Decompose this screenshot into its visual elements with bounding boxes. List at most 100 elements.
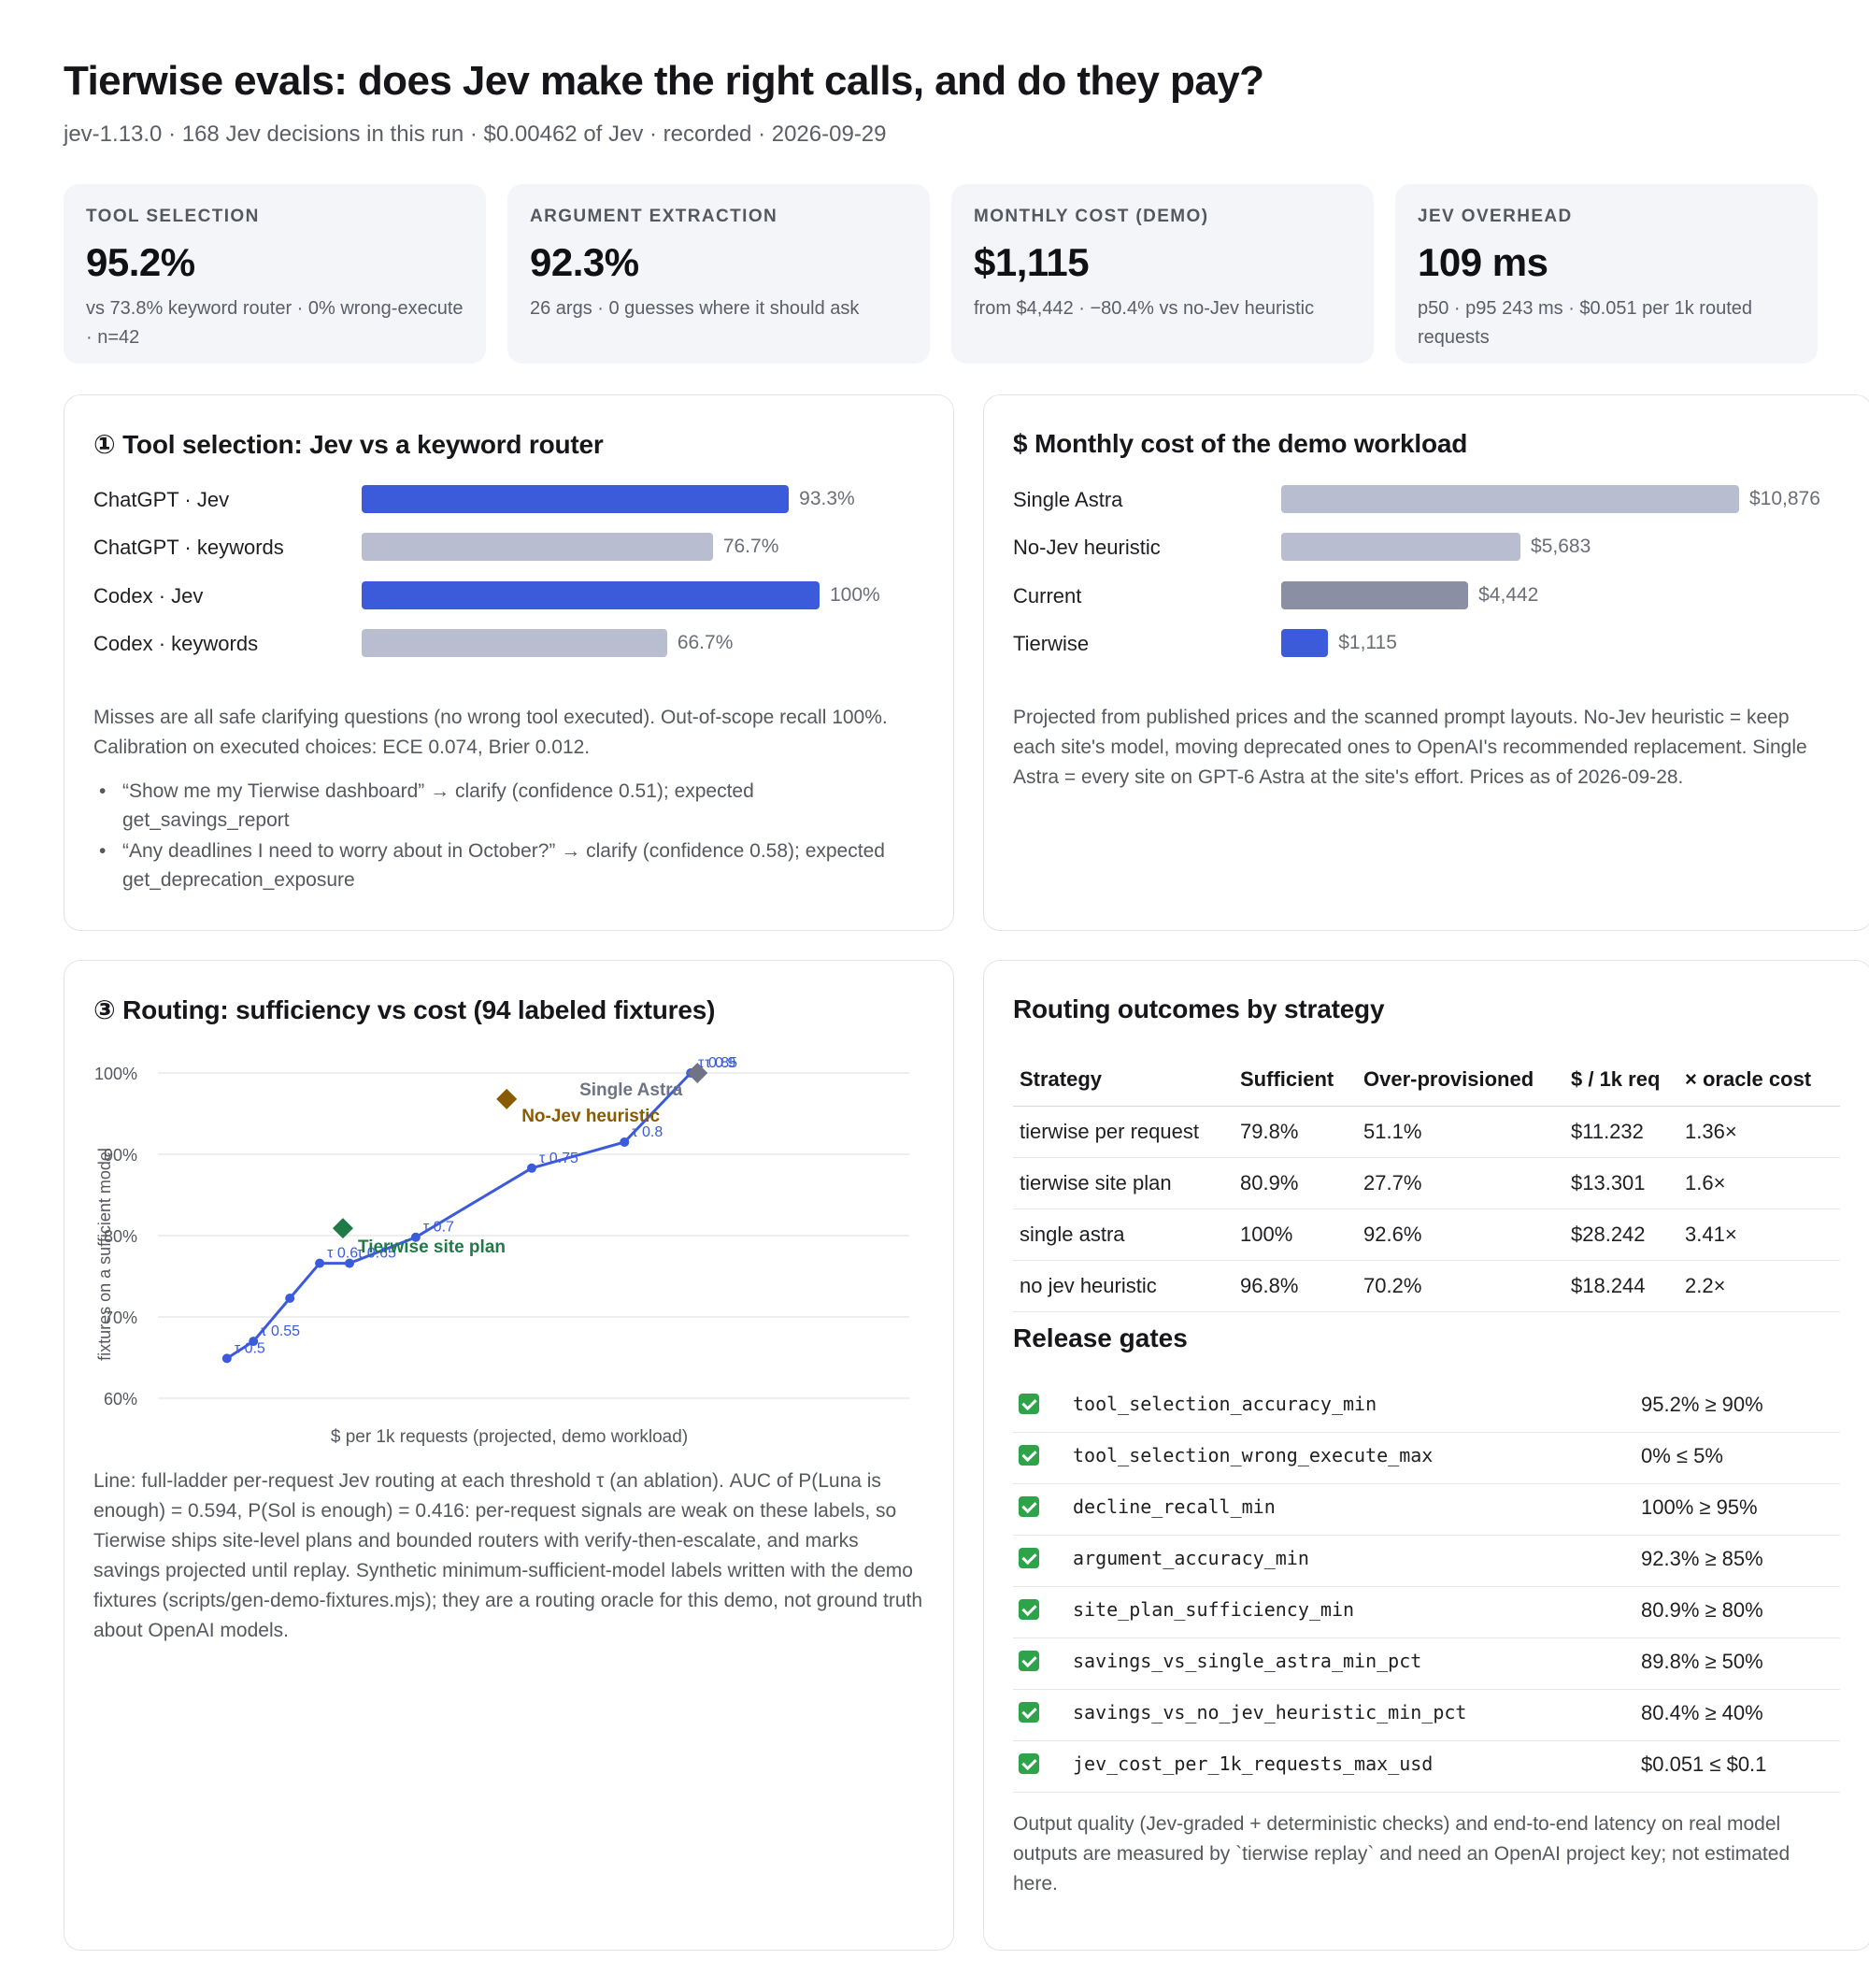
tool-selection-title: ① Tool selection: Jev vs a keyword route… bbox=[93, 430, 604, 459]
check-icon bbox=[1019, 1702, 1039, 1723]
kpi-note: 26 args · 0 guesses where it should ask bbox=[530, 298, 860, 319]
table-cell: 3.41× bbox=[1678, 1209, 1840, 1261]
point-label: τ 0.8 bbox=[632, 1124, 663, 1140]
gate-name: jev_cost_per_1k_requests_max_usd bbox=[1073, 1752, 1434, 1775]
gate-row: savings_vs_single_astra_min_pct 89.8% ≥ … bbox=[1013, 1638, 1840, 1690]
bar-value: 66.7% bbox=[677, 632, 734, 653]
table-cell: 27.7% bbox=[1357, 1157, 1564, 1209]
monthly-cost-title: $ Monthly cost of the demo workload bbox=[1013, 429, 1468, 458]
table-cell: $11.232 bbox=[1564, 1106, 1678, 1158]
gate-value: 95.2% ≥ 90% bbox=[1641, 1393, 1763, 1416]
bar-label: Current bbox=[1013, 584, 1082, 608]
bar-label: Codex · keywords bbox=[93, 632, 259, 655]
kpi-argument-extraction: ARGUMENT EXTRACTION 92.3% 26 args · 0 gu… bbox=[507, 184, 930, 364]
bar-label: Single Astra bbox=[1013, 488, 1123, 511]
tool-selection-note: Misses are all safe clarifying questions… bbox=[93, 707, 888, 758]
check-icon bbox=[1019, 1394, 1039, 1414]
table-row: single astra 100% 92.6% $28.242 3.41× bbox=[1013, 1209, 1840, 1261]
kpi-label: ARGUMENT EXTRACTION bbox=[530, 207, 778, 226]
outcomes-card: Routing outcomes by strategy Strategy Su… bbox=[983, 960, 1869, 1951]
monthly-cost-note: Projected from published prices and the … bbox=[1013, 707, 1807, 788]
bar-value: $10,876 bbox=[1749, 488, 1820, 509]
gate-row: argument_accuracy_min 92.3% ≥ 85% bbox=[1013, 1536, 1840, 1587]
gate-row: site_plan_sufficiency_min 80.9% ≥ 80% bbox=[1013, 1587, 1840, 1638]
kpi-note: from $4,442 · −80.4% vs no-Jev heuristic bbox=[974, 298, 1315, 319]
kpi-label: TOOL SELECTION bbox=[86, 207, 260, 226]
column-header: $ / 1k req bbox=[1564, 1054, 1678, 1107]
table-cell: tierwise site plan bbox=[1013, 1157, 1234, 1209]
data-point bbox=[285, 1293, 295, 1303]
check-icon bbox=[1019, 1753, 1039, 1774]
gate-name: decline_recall_min bbox=[1073, 1495, 1276, 1518]
bar-value: $4,442 bbox=[1478, 584, 1539, 606]
y-tick-label: 60% bbox=[104, 1390, 137, 1409]
point-label: τ 0.9 bbox=[705, 1055, 735, 1071]
routing-chart-note: Line: full-ladder per-request Jev routin… bbox=[93, 1470, 923, 1641]
gate-name: savings_vs_no_jev_heuristic_min_pct bbox=[1073, 1701, 1467, 1723]
gate-value: 0% ≤ 5% bbox=[1641, 1444, 1723, 1467]
data-point bbox=[315, 1258, 325, 1268]
kpi-note: p50 · p95 243 ms · $0.051 per 1k routed … bbox=[1418, 298, 1753, 348]
table-cell: 92.6% bbox=[1357, 1209, 1564, 1261]
point-label: τ 0.5 bbox=[235, 1340, 265, 1356]
bar-label: No-Jev heuristic bbox=[1013, 536, 1161, 559]
table-cell: single astra bbox=[1013, 1209, 1234, 1261]
data-point bbox=[221, 1353, 232, 1364]
gate-name: tool_selection_wrong_execute_max bbox=[1073, 1444, 1434, 1466]
table-cell: no jev heuristic bbox=[1013, 1260, 1234, 1312]
table-cell: $18.244 bbox=[1564, 1260, 1678, 1312]
reference-marker bbox=[332, 1218, 353, 1239]
column-header: Strategy bbox=[1013, 1054, 1234, 1107]
y-tick-label: 80% bbox=[104, 1227, 137, 1246]
data-point bbox=[527, 1163, 536, 1173]
kpi-note: vs 73.8% keyword router · 0% wrong-execu… bbox=[86, 298, 464, 348]
table-cell: $28.242 bbox=[1564, 1209, 1678, 1261]
bar-label: Tierwise bbox=[1013, 632, 1090, 655]
data-point bbox=[249, 1337, 259, 1347]
bar-label: ChatGPT · keywords bbox=[93, 536, 284, 559]
release-gates-title: Release gates bbox=[1013, 1323, 1188, 1352]
table-row: tierwise site plan 80.9% 27.7% $13.301 1… bbox=[1013, 1157, 1840, 1209]
table-cell: 100% bbox=[1234, 1209, 1357, 1261]
kpi-monthly-cost: MONTHLY COST (DEMO) $1,115 from $4,442 ·… bbox=[951, 184, 1374, 364]
gate-value: 80.4% ≥ 40% bbox=[1641, 1701, 1763, 1724]
check-icon bbox=[1019, 1548, 1039, 1568]
bar-value: $1,115 bbox=[1338, 632, 1397, 653]
reference-marker bbox=[496, 1088, 518, 1109]
gate-name: savings_vs_single_astra_min_pct bbox=[1073, 1650, 1422, 1672]
check-icon bbox=[1019, 1445, 1039, 1466]
table-header-row: Strategy Sufficient Over-provisioned $ /… bbox=[1013, 1054, 1840, 1107]
bar-single-astra bbox=[1281, 485, 1739, 513]
list-item: “Show me my Tierwise dashboard” → clarif… bbox=[93, 777, 916, 835]
table-cell: 2.2× bbox=[1678, 1260, 1840, 1312]
bar-value: $5,683 bbox=[1531, 536, 1591, 557]
kpi-jev-overhead: JEV OVERHEAD 109 ms p50 · p95 243 ms · $… bbox=[1395, 184, 1818, 364]
outcomes-table: Strategy Sufficient Over-provisioned $ /… bbox=[1013, 1054, 1840, 1312]
bar-value: 100% bbox=[830, 584, 880, 606]
tool-selection-card: ① Tool selection: Jev vs a keyword route… bbox=[64, 394, 954, 931]
bar-current bbox=[1281, 581, 1469, 609]
list-item: “Any deadlines I need to worry about in … bbox=[93, 837, 916, 894]
gate-name: site_plan_sufficiency_min bbox=[1073, 1598, 1355, 1621]
check-icon bbox=[1019, 1651, 1039, 1671]
kpi-value: $1,115 bbox=[974, 240, 1090, 284]
gate-row: tool_selection_accuracy_min 95.2% ≥ 90% bbox=[1013, 1381, 1840, 1433]
bar-codex-jev bbox=[362, 581, 820, 609]
table-cell: $13.301 bbox=[1564, 1157, 1678, 1209]
gate-value: 100% ≥ 95% bbox=[1641, 1495, 1758, 1519]
point-label: τ 0.7 bbox=[423, 1220, 454, 1236]
table-cell: 1.6× bbox=[1678, 1157, 1840, 1209]
data-point bbox=[345, 1258, 354, 1268]
x-axis-label: $ per 1k requests (projected, demo workl… bbox=[331, 1427, 688, 1447]
bar-value: 93.3% bbox=[799, 488, 855, 509]
table-row: no jev heuristic 96.8% 70.2% $18.244 2.2… bbox=[1013, 1260, 1840, 1312]
bar-chatgpt-jev bbox=[362, 485, 790, 513]
point-label: τ 0.6 bbox=[327, 1246, 358, 1262]
gate-value: $0.051 ≤ $0.1 bbox=[1641, 1752, 1767, 1776]
kpi-label: MONTHLY COST (DEMO) bbox=[974, 207, 1209, 226]
table-cell: 96.8% bbox=[1234, 1260, 1357, 1312]
routing-chart: 60% 70% 80% 90% 100% fixtures on a sufficient… bbox=[94, 1055, 909, 1447]
y-axis-label: fixtures on a sufficient model bbox=[95, 1148, 114, 1361]
point-label: τ 0.75 bbox=[539, 1151, 578, 1166]
misses-list: “Show me my Tierwise dashboard” → clarif… bbox=[93, 777, 916, 896]
